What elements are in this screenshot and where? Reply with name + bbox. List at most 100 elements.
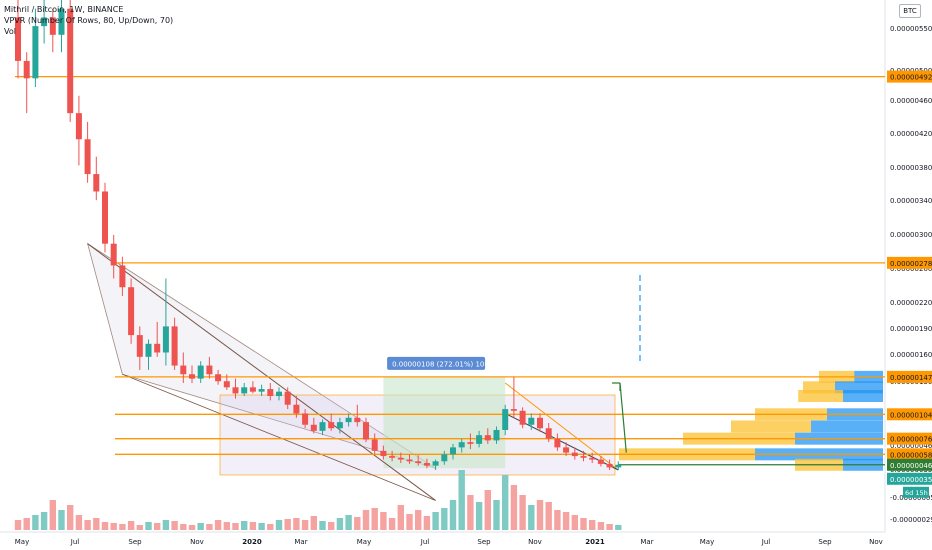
candle-body (284, 391, 291, 405)
candle-body (180, 365, 187, 375)
candle-body (597, 459, 604, 464)
volume-bar (475, 502, 483, 530)
volume-bar (415, 510, 422, 530)
time-axis-tick-label: Jul (70, 538, 80, 546)
projection-arrow-line (619, 382, 627, 453)
candle-body (15, 17, 21, 61)
volume-bar (493, 500, 500, 530)
level-price-tag[interactable] (887, 408, 932, 421)
volume-bar (423, 516, 431, 530)
candle-body (554, 438, 561, 448)
price-axis-tick-label: 0.00000046 (890, 442, 932, 450)
volume-bar (249, 522, 257, 530)
candle-body (93, 174, 100, 192)
level-price-tag[interactable] (887, 370, 932, 383)
volume-bar (362, 510, 370, 530)
volume-bar (241, 521, 248, 530)
legend-vpvr[interactable]: VPVR (Number Of Rows, 80, Up/Down, 70) (4, 16, 174, 25)
price-axis-tick-label: 0.00000460 (890, 97, 932, 105)
volume-bar (441, 508, 448, 530)
candle-body (363, 422, 369, 440)
time-axis-tick-label: Nov (869, 538, 883, 546)
volume-bar (145, 522, 152, 530)
wedge-upper-line (87, 243, 436, 501)
volume-bar (310, 516, 317, 530)
projection-arrow-head (612, 382, 621, 391)
candle-body (432, 461, 439, 466)
volume-bar (336, 518, 344, 530)
time-axis-tick-label: Nov (528, 538, 542, 546)
candle-body (467, 442, 474, 444)
volume-bar (397, 505, 404, 530)
candle-body (450, 447, 456, 455)
candle-body (502, 409, 509, 430)
volume-bar (319, 521, 326, 530)
volume-bar (354, 517, 361, 530)
volume-bar (23, 518, 30, 530)
candle-body (345, 417, 352, 423)
volume-bar (136, 525, 143, 530)
volume-price-tag-label: 0.00000035 (890, 476, 932, 484)
volume-profile-down-bar (811, 420, 883, 433)
volume-bar (458, 470, 465, 530)
volume-bar (49, 500, 56, 530)
candle-body (276, 391, 282, 397)
volume-bar (154, 523, 161, 530)
volume-bar (589, 520, 596, 530)
volume-bar (127, 521, 135, 530)
candle-body (258, 389, 265, 392)
price-axis-tick-label: 0.00000220 (890, 299, 932, 307)
candle-body (128, 287, 135, 336)
volume-bar (388, 518, 396, 530)
currency-badge[interactable]: BTC (899, 4, 921, 18)
candle-body (102, 191, 108, 244)
volume-bar (180, 524, 187, 530)
level-price-tag[interactable] (887, 448, 932, 461)
candle-body (606, 463, 613, 468)
candle-body (423, 463, 430, 466)
volume-bar (502, 475, 509, 530)
volume-bar (93, 518, 100, 530)
time-axis-tick-label: Sep (477, 538, 491, 546)
volume-bar (214, 520, 222, 530)
volume-profile-up-bar (731, 420, 811, 433)
price-axis-tick-label: 0.00000260 (890, 265, 932, 273)
candle-body (49, 17, 56, 35)
volume-bar (206, 524, 213, 530)
candle-body (223, 381, 230, 388)
volume-bar (40, 512, 48, 530)
volume-bar (371, 508, 378, 530)
volume-bar (119, 524, 126, 530)
candle-body (545, 428, 552, 439)
candle-body (41, 17, 48, 27)
volume-profile-up-bar (798, 390, 843, 403)
price-axis-tick-label: 0.00000420 (890, 130, 932, 138)
time-axis-tick-label: Jul (761, 538, 771, 546)
volume-bar (284, 519, 291, 530)
volume-bar (110, 523, 117, 530)
candle-body (476, 435, 483, 444)
volume-bar (519, 495, 526, 530)
candle-body (380, 450, 387, 457)
legend-symbol-title[interactable]: Mithril / Bitcoin, 1W, BINANCE (4, 5, 124, 14)
volume-bar (580, 518, 587, 530)
level-price-tag[interactable] (887, 432, 932, 445)
candle-body (110, 243, 117, 266)
time-axis-tick-label: Sep (818, 538, 832, 546)
volume-bar (223, 522, 230, 530)
legend-volume[interactable]: Vol (4, 27, 16, 36)
volume-profile-down-bar (843, 390, 883, 403)
candle-body (580, 456, 587, 458)
volume-bar (101, 522, 109, 530)
level-price-tag[interactable] (887, 256, 932, 269)
candle-body (328, 422, 335, 429)
volume-bar (328, 522, 335, 530)
candle-body (406, 459, 413, 462)
current-price-tag (887, 458, 932, 471)
current-price-tag-label: 0.00000046 (890, 462, 932, 470)
volume-bar (14, 520, 22, 530)
level-price-tag[interactable] (887, 70, 932, 83)
volume-bar (528, 505, 535, 530)
candle-body (58, 8, 65, 35)
